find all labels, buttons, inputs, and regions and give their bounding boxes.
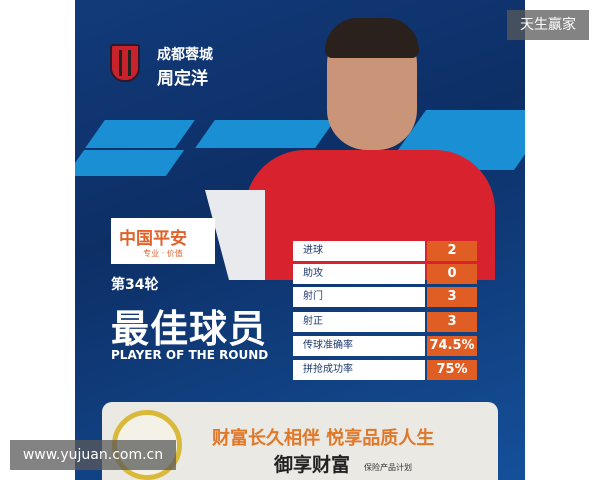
title-en: PLAYER OF THE ROUND [111,348,269,362]
player-photo [245,10,495,280]
decor-stripe [85,120,195,148]
stat-row: 助攻 0 [293,264,477,284]
stat-label: 进球 [293,241,425,261]
round-label: 第34轮 [111,277,159,293]
stat-value: 3 [427,287,477,307]
player-of-round-poster: 成都蓉城 周定洋 中国平安 专业 · 价值 第34轮 最佳球员 PLAYER O… [75,0,525,480]
decor-stripe [75,150,185,176]
stat-value: 0 [427,264,477,284]
stat-row: 射门 3 [293,287,477,307]
stat-row: 传球准确率 74.5% [293,336,477,356]
stat-value: 75% [427,360,477,380]
stat-row: 射正 3 [293,312,477,332]
player-name: 周定洋 [157,69,208,89]
stat-label: 射正 [293,312,425,332]
ad-product: 御享财富 [274,454,351,476]
stat-value: 3 [427,312,477,332]
sponsor-name: 中国平安 [119,229,187,249]
ad-product-sub: 保险产品计划 [364,463,412,472]
stat-value: 2 [427,241,477,261]
club-crest-icon [110,44,140,82]
club-name: 成都蓉城 [157,47,213,63]
title-cn: 最佳球员 [111,307,268,351]
sponsor-logo: 中国平安 专业 · 价值 [111,218,215,264]
ad-slogan: 财富长久相伴 悦享品质人生 [212,428,435,449]
stat-label: 射门 [293,287,425,307]
watermark-top: 天生赢家 [507,10,589,40]
stat-label: 助攻 [293,264,425,284]
stat-row: 进球 2 [293,241,477,261]
sponsor-slogan: 专业 · 价值 [143,249,183,258]
stat-value: 74.5% [427,336,477,356]
stat-label: 传球准确率 [293,336,425,356]
stat-label: 拼抢成功率 [293,360,425,380]
watermark-bottom: www.yujuan.com.cn [10,440,176,470]
stat-row: 拼抢成功率 75% [293,360,477,380]
